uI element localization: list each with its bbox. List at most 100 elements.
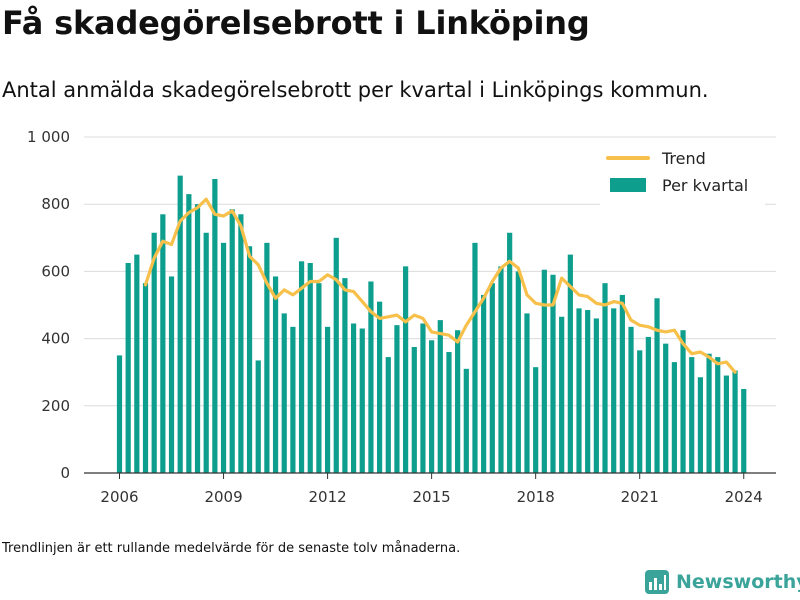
bar [368,281,374,473]
bar [229,209,235,474]
bar [125,263,131,473]
bar [472,242,478,473]
bar [689,357,695,473]
bar [168,276,175,473]
brand-name: Newsworthy [676,571,800,593]
bar [637,350,643,473]
x-tick-label: 2024 [725,488,763,506]
bar [246,246,253,473]
bar [116,355,123,473]
bar [559,316,565,473]
bar [732,370,738,473]
bar [350,323,357,473]
bar [333,237,339,473]
bar [142,283,149,473]
bar [654,298,660,473]
bar [298,261,305,473]
bar [177,175,183,473]
bar [316,283,322,473]
x-tick-label: 2009 [204,488,242,506]
trend-line [143,197,737,374]
chart-title: Få skadegörelsebrott i Linköping [2,4,590,42]
x-tick-label: 2021 [621,488,659,506]
bar [151,232,157,473]
bar [628,326,634,473]
bars [116,175,747,474]
bar [437,320,443,473]
bar [342,278,348,473]
bar [593,318,599,473]
bar [463,368,469,473]
bar [585,310,591,473]
x-tick-label: 2006 [100,488,138,506]
y-tick-label: 800 [41,195,70,213]
bar [671,362,677,473]
bar [481,294,487,473]
bar [498,266,504,473]
bar [576,308,582,473]
x-tick-label: 2018 [517,488,555,506]
bar [272,276,279,473]
bar [706,353,712,473]
brand-chart-icon [645,570,669,594]
bar [515,271,521,473]
y-tick-label: 400 [41,330,70,348]
y-tick-label: 0 [60,464,70,482]
bar [741,389,747,473]
brand-logo: Newsworthy [644,569,800,595]
bar [194,204,201,473]
bar [134,254,140,473]
bar [715,357,721,473]
bar [602,283,608,473]
bar [255,360,261,473]
x-axis-labels: 2006 2009 2012 2015 2018 2021 2024 [100,488,762,506]
bar [550,274,556,473]
bar [411,347,417,473]
bar [455,330,461,473]
legend-bar-label: Per kvartal [662,176,748,195]
bar [186,194,192,473]
bar [359,328,365,473]
bar [489,283,495,473]
y-tick-label: 1 000 [27,128,70,146]
legend-background [600,142,765,206]
bar [697,377,703,473]
bar [663,343,669,473]
bar [281,313,287,473]
x-tick-label: 2015 [413,488,451,506]
y-tick-label: 600 [41,262,70,280]
bar [541,269,547,473]
y-axis-labels: 0 200 400 600 800 1 000 [27,128,70,482]
bar [307,263,313,473]
bar [394,325,400,473]
y-tick-label: 200 [41,397,70,415]
bar [238,214,244,473]
legend-bar-swatch [610,178,646,192]
bar [212,179,218,473]
bar [420,323,426,473]
bar [385,357,391,473]
bar [645,336,651,473]
trend-line-group [143,197,737,374]
bar [723,375,729,473]
legend-trend-label: Trend [661,149,706,168]
legend: Trend Per kvartal [600,142,765,206]
chart-subtitle: Antal anmälda skadegörelsebrott per kvar… [2,78,709,102]
bar [377,301,383,473]
bar [429,340,435,473]
bar [611,308,617,473]
bar [524,313,530,473]
x-axis [84,472,776,479]
bar [403,266,409,473]
bar [533,367,539,473]
bar [619,294,625,473]
footnote: Trendlinjen är ett rullande medelvärde f… [2,541,461,556]
bar [160,214,166,473]
bar [324,326,331,473]
bar [220,242,227,473]
bar [290,326,296,473]
bar [446,352,452,473]
bar [680,330,686,473]
bar [203,232,209,473]
